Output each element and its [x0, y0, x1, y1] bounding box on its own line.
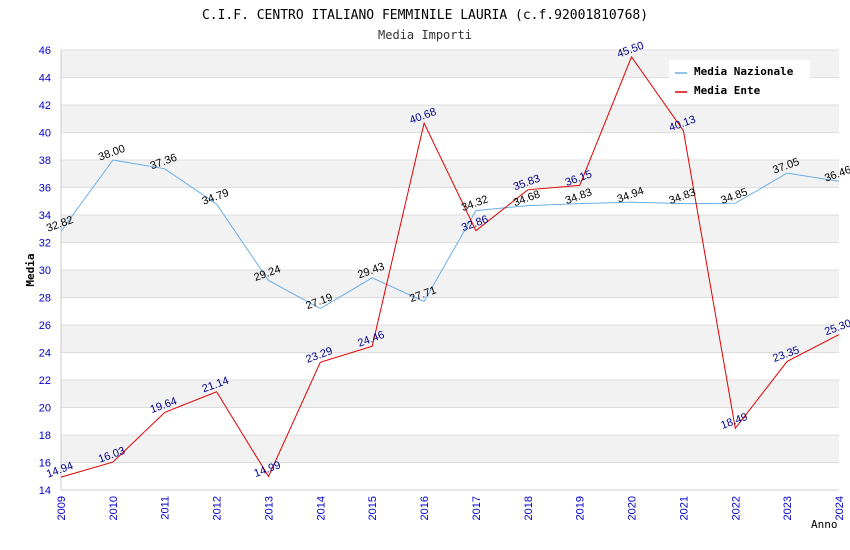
y-tick-label: 14	[39, 485, 51, 497]
y-tick-label: 26	[39, 320, 51, 332]
y-tick-label: 24	[39, 348, 51, 360]
y-tick-label: 36	[39, 183, 51, 195]
x-tick-label: 2018	[523, 496, 535, 520]
grid-bands	[61, 50, 839, 490]
y-tick-label: 22	[39, 375, 51, 387]
y-tick-label: 32	[39, 238, 51, 250]
legend-label-media-ente: Media Ente	[694, 84, 761, 97]
x-tick-label: 2012	[212, 496, 224, 520]
grid-band	[61, 215, 839, 243]
y-tick-label: 30	[39, 265, 51, 277]
x-tick-label: 2015	[367, 496, 379, 520]
grid-band	[61, 352, 839, 380]
y-tick-label: 40	[39, 128, 51, 140]
y-axis-title: Media	[24, 253, 37, 286]
y-tick-label: 34	[39, 210, 51, 222]
grid-band	[61, 380, 839, 408]
chart-title: C.I.F. CENTRO ITALIANO FEMMINILE LAURIA …	[202, 8, 648, 23]
series-line-media-nazionale	[60, 159, 840, 310]
y-tick-label: 42	[39, 100, 51, 112]
chart-subtitle: Media Importi	[378, 28, 472, 42]
x-tick-label: 2009	[56, 496, 68, 520]
grid-band	[61, 462, 839, 490]
y-tick-label: 38	[39, 155, 51, 167]
x-tick-label: 2024	[834, 496, 846, 520]
grid-band	[61, 105, 839, 133]
x-tick-label: 2021	[678, 496, 690, 520]
grid-band	[61, 297, 839, 325]
y-tick-label: 20	[39, 403, 51, 415]
grid-band	[61, 270, 839, 298]
y-tick-labels: 14 16 18 20 22 24 26 28 30 32 34 36 38 40 42 44 46	[39, 45, 51, 497]
legend-label-media-nazionale: Media Nazionale	[694, 65, 794, 78]
x-tick-label: 2013	[263, 496, 275, 520]
series-lines	[60, 55, 840, 478]
x-tick-label: 2010	[108, 496, 120, 520]
y-tick-label: 46	[39, 45, 51, 57]
series-line-media-ente	[60, 55, 840, 478]
x-tick-label: 2017	[471, 496, 483, 520]
legend-box	[669, 60, 810, 102]
y-tick-label: 18	[39, 430, 51, 442]
x-tick-label: 2019	[575, 496, 587, 520]
grid-band	[61, 132, 839, 160]
x-axis-title: Anno	[811, 518, 838, 531]
x-tick-label: 2022	[730, 496, 742, 520]
grid-band	[61, 325, 839, 353]
x-tick-label: 2023	[782, 496, 794, 520]
y-tick-label: 28	[39, 293, 51, 305]
grid-band	[61, 160, 839, 188]
grid-band	[61, 407, 839, 435]
y-tick-label: 16	[39, 458, 51, 470]
legend: Media Nazionale Media Ente	[669, 60, 810, 102]
grid-band	[61, 435, 839, 463]
x-tick-labels: 2009 2010 2011 2012 2013 2014 2015 2016 2017 2018…	[56, 496, 846, 520]
grid-band	[61, 187, 839, 215]
x-tick-label: 2011	[160, 496, 172, 520]
grid-lines	[61, 49, 839, 491]
x-tick-label: 2020	[627, 496, 639, 520]
y-tick-label: 44	[39, 73, 51, 85]
x-tick-label: 2014	[315, 496, 327, 520]
x-tick-label: 2016	[419, 496, 431, 520]
